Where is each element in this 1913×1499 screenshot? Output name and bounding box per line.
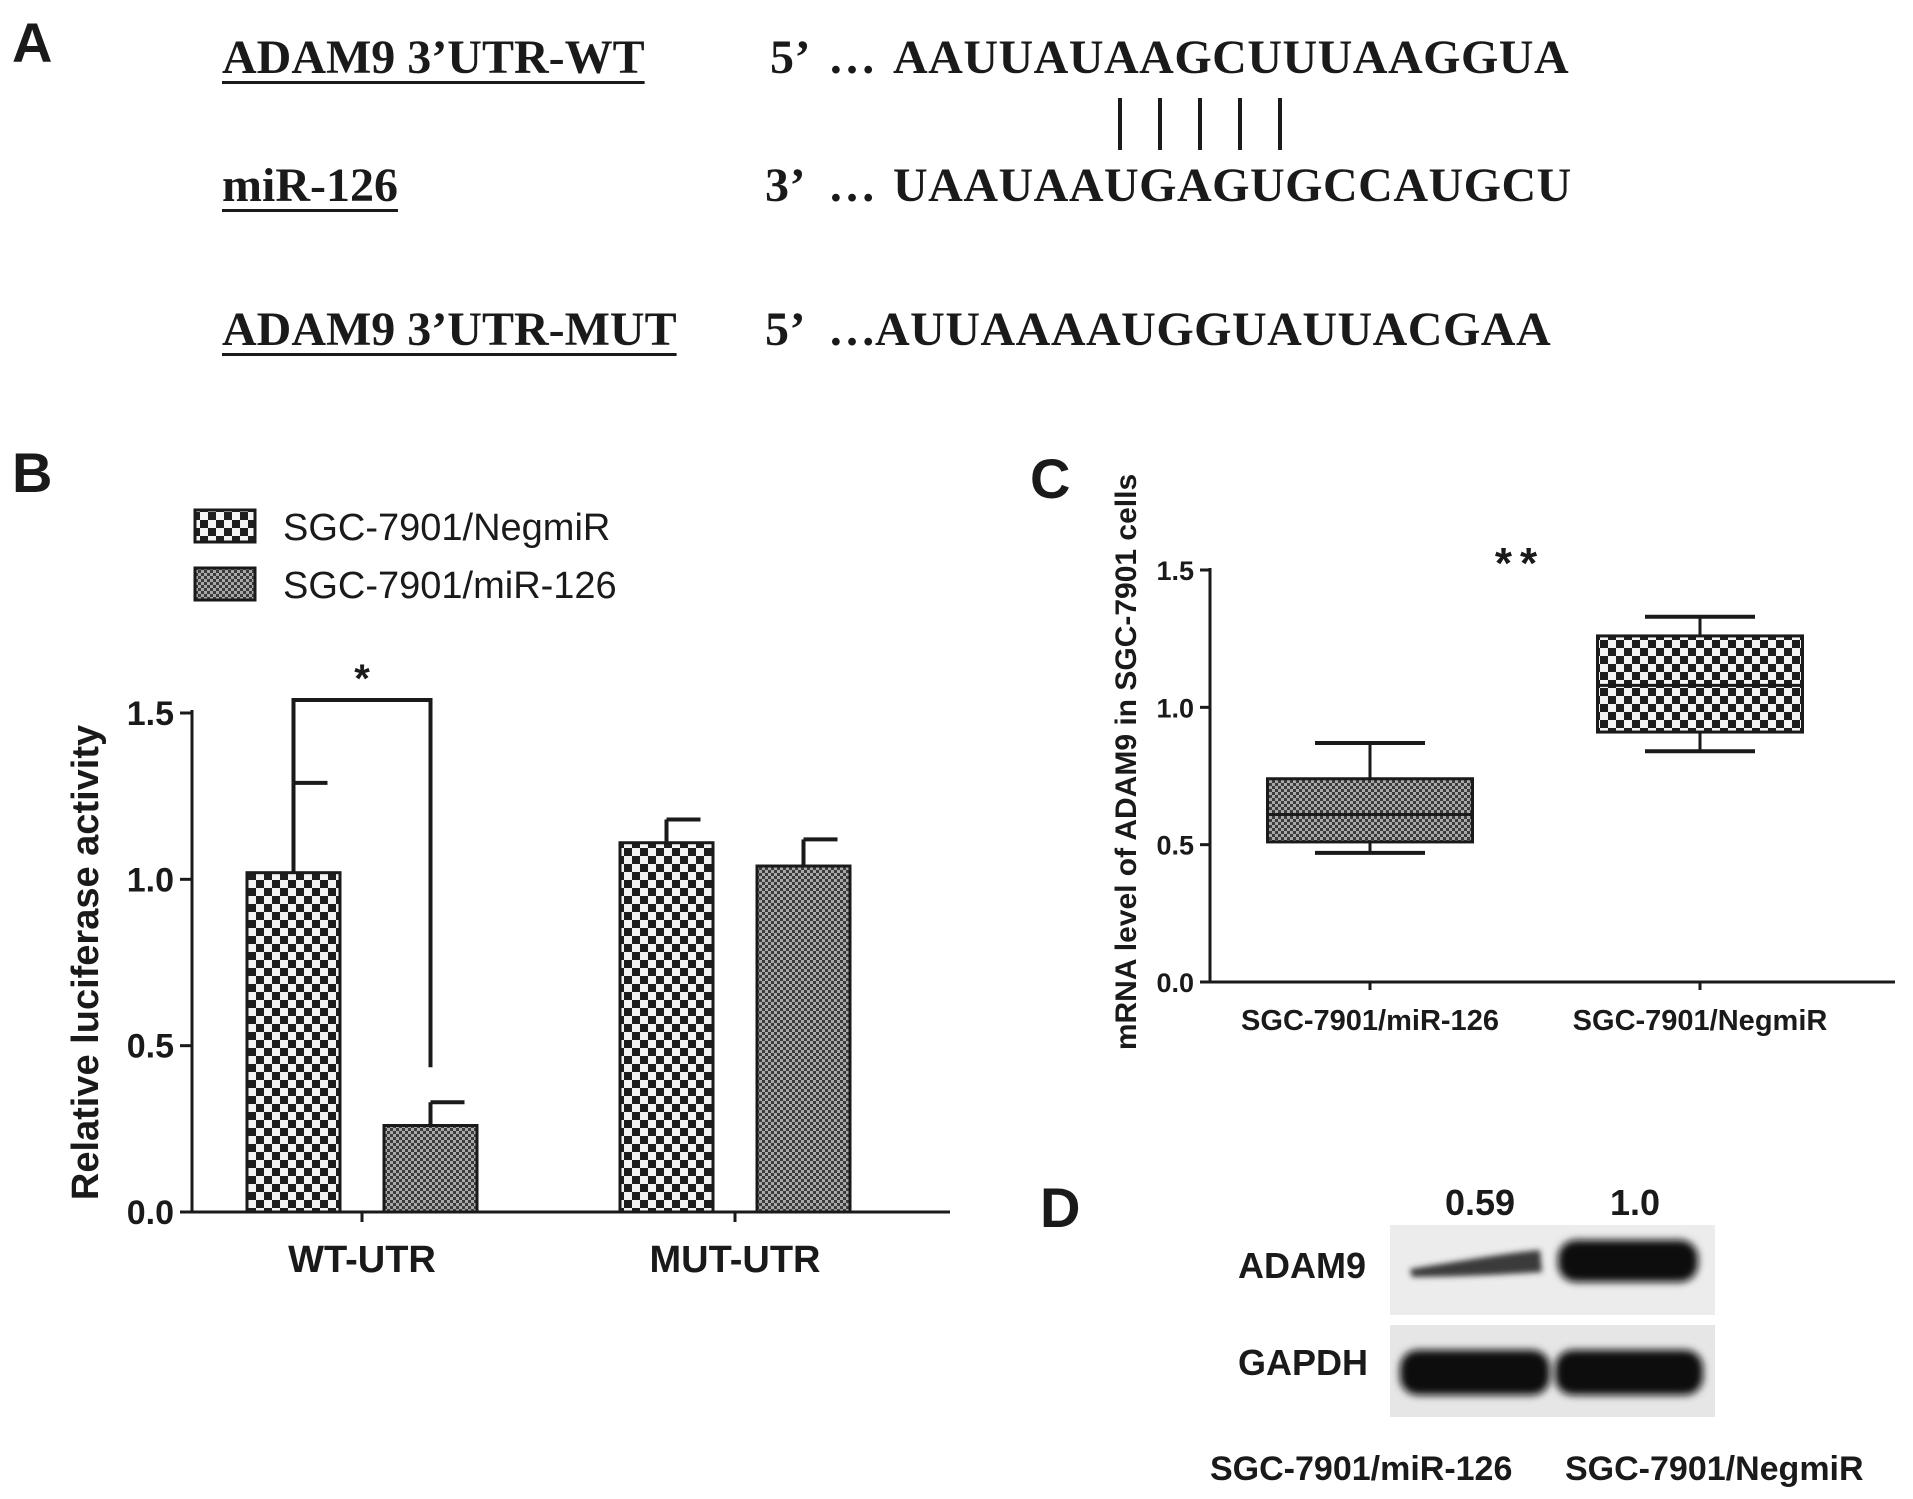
pairing-mark bbox=[1198, 98, 1202, 150]
mut-utr-dots: … bbox=[828, 303, 877, 356]
x-tick-label: MUT-UTR bbox=[650, 1239, 821, 1281]
legend-label: SGC-7901/NegmiR bbox=[283, 507, 610, 549]
mir126-sequence: UAAUAAUGAGUGCCAUGCU bbox=[893, 159, 1572, 212]
y-tick-label: 1.5 bbox=[127, 695, 174, 733]
bar bbox=[755, 864, 852, 1214]
western-blot-image bbox=[1390, 1225, 1715, 1420]
mut-utr-label: ADAM9 3’UTR-MUT bbox=[222, 303, 677, 356]
legend-label: SGC-7901/miR-126 bbox=[283, 565, 617, 607]
pairing-mark bbox=[1238, 98, 1242, 150]
pairing-mark bbox=[1158, 98, 1162, 150]
y-tick-label: 0.5 bbox=[127, 1028, 174, 1066]
y-tick-label: 1.0 bbox=[1156, 693, 1194, 723]
x-tick-label: SGC-7901/NegmiR bbox=[1573, 1005, 1828, 1037]
bar bbox=[618, 841, 715, 1214]
y-tick-label: 0.0 bbox=[1156, 968, 1194, 998]
y-axis-title: mRNA level of ADAM9 in SGC-7901 cells bbox=[1110, 474, 1143, 1050]
mut-utr-sequence: AUUAAAAUGGUAUUACGAA bbox=[875, 303, 1552, 356]
adam9-band-mir126 bbox=[1410, 1250, 1542, 1277]
gapdh-band-mir126 bbox=[1400, 1350, 1550, 1395]
adam9-mrna-box-plot: 0.0 0.5 1.0 1.5 mRNA level of ADAM9 in SGC-7… bbox=[1110, 474, 1895, 1050]
panel-c-letter: C bbox=[1030, 447, 1071, 510]
x-tick-label: WT-UTR bbox=[288, 1239, 436, 1281]
ratio-label-mir126: 0.59 bbox=[1445, 1182, 1516, 1223]
gapdh-band-negmir bbox=[1555, 1350, 1703, 1395]
panel-d-letter: D bbox=[1040, 1176, 1081, 1239]
wt-utr-sequence: AAUUAUAAGCUUUAAGGUA bbox=[893, 31, 1570, 84]
lane-label-mir126: SGC-7901/miR-126 bbox=[1210, 1450, 1513, 1488]
mir126-dots: … bbox=[828, 159, 877, 212]
y-tick-label: 0.0 bbox=[127, 1194, 174, 1232]
y-axis-title: Relative luciferase activity bbox=[65, 725, 107, 1200]
significance-marker: * bbox=[354, 657, 370, 701]
lane-label-negmir: SGC-7901/NegmiR bbox=[1565, 1450, 1864, 1488]
wt-utr-end: 5’ bbox=[770, 31, 811, 84]
ratio-label-negmir: 1.0 bbox=[1610, 1182, 1661, 1223]
wt-utr-dots: … bbox=[828, 31, 877, 84]
adam9-band-negmir bbox=[1558, 1240, 1698, 1282]
wt-utr-label: ADAM9 3’UTR-WT bbox=[222, 31, 645, 84]
mir126-label: miR-126 bbox=[222, 159, 398, 212]
panel-b-letter: B bbox=[12, 441, 53, 504]
y-tick-label: 0.5 bbox=[1156, 831, 1194, 861]
legend-swatch bbox=[193, 566, 257, 602]
significance-bracket bbox=[291, 698, 433, 1068]
legend-swatch bbox=[193, 508, 257, 544]
y-tick-label: 1.5 bbox=[1156, 556, 1194, 586]
bar bbox=[382, 1124, 479, 1214]
pairing-mark bbox=[1278, 98, 1282, 150]
box bbox=[1266, 777, 1474, 844]
pairing-mark bbox=[1118, 98, 1122, 150]
mir126-end: 3’ bbox=[765, 159, 806, 212]
adam9-band-label: ADAM9 bbox=[1238, 1245, 1367, 1286]
significance-marker: ** bbox=[1495, 539, 1545, 588]
x-tick-label: SGC-7901/miR-126 bbox=[1241, 1005, 1499, 1037]
bar bbox=[245, 871, 342, 1214]
mut-utr-end: 5’ bbox=[765, 303, 806, 356]
luciferase-bar-chart: 0.0 0.5 1.0 1.5 Relative luciferase activity… bbox=[65, 507, 950, 1281]
gapdh-band-label: GAPDH bbox=[1238, 1342, 1369, 1383]
panel-a-letter: A bbox=[12, 11, 53, 74]
y-tick-label: 1.0 bbox=[127, 861, 174, 899]
